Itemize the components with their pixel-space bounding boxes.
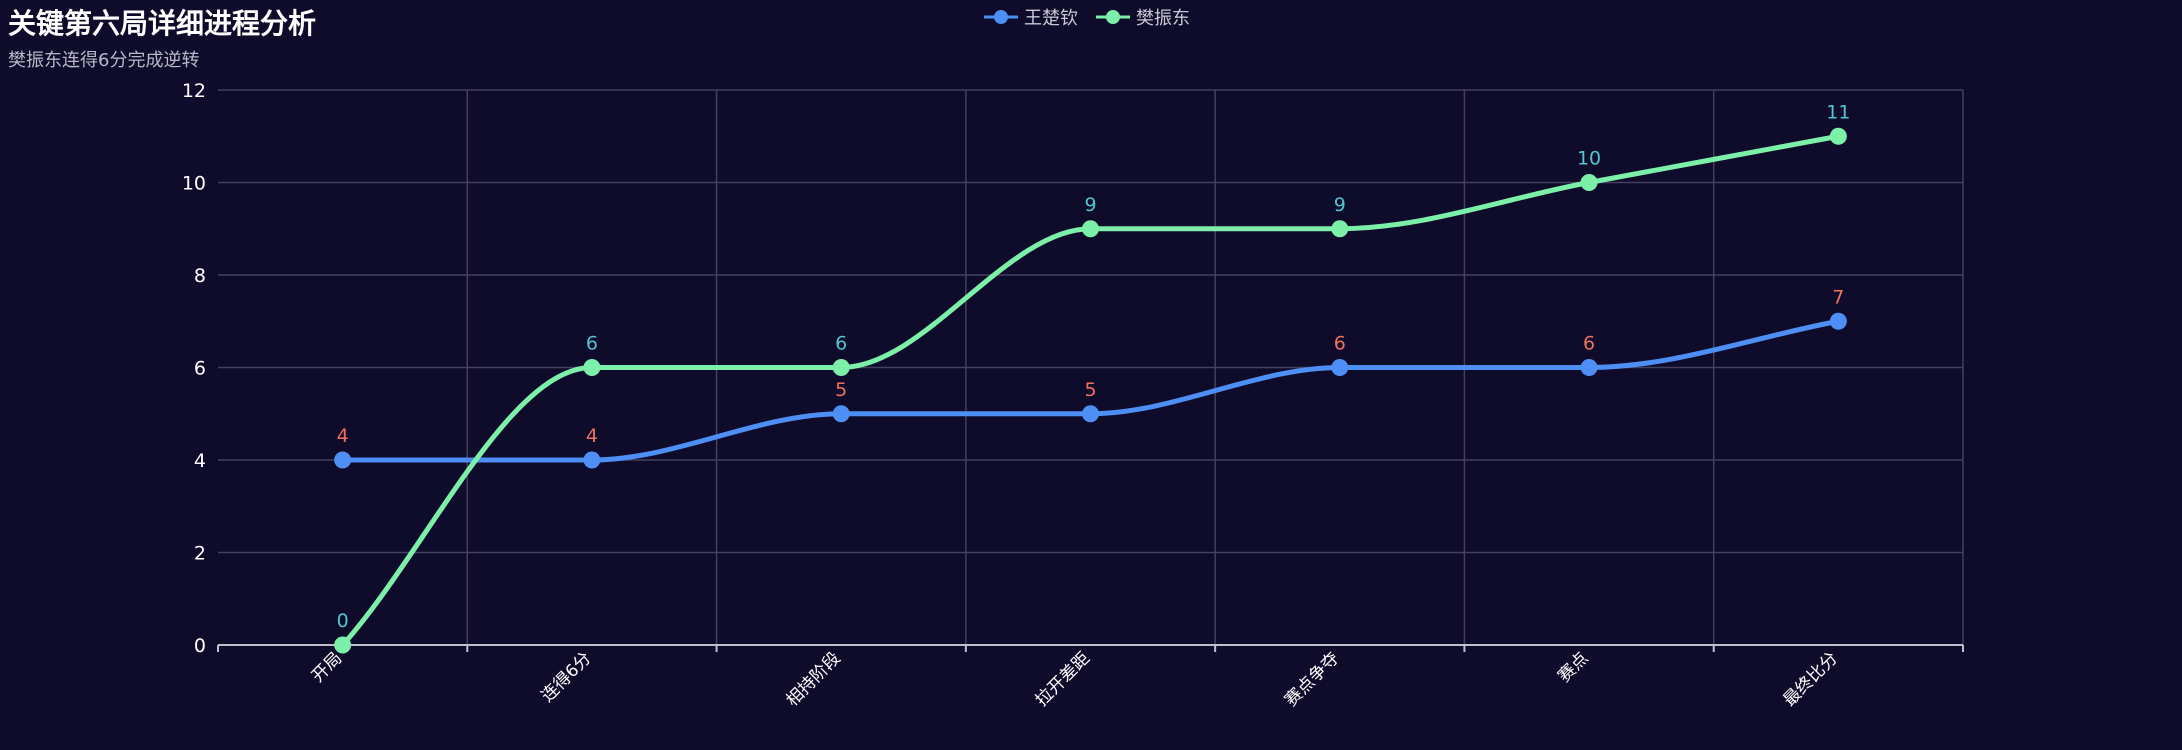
chart-title: 关键第六局详细进程分析 xyxy=(8,7,317,40)
legend-item-fanzhendong[interactable]: 樊振东 xyxy=(1096,4,1190,30)
data-label: 6 xyxy=(835,333,847,355)
y-tick-label: 6 xyxy=(194,358,206,380)
data-point[interactable] xyxy=(1829,127,1847,145)
data-point[interactable] xyxy=(1082,220,1099,238)
x-tick-label: 赛点 xyxy=(1554,648,1593,687)
x-tick-label: 赛点争夺 xyxy=(1280,648,1343,711)
y-tick-label: 12 xyxy=(182,80,206,102)
legend-label: 樊振东 xyxy=(1136,8,1190,29)
data-label: 7 xyxy=(1832,286,1844,308)
data-label: 10 xyxy=(1577,148,1601,170)
x-tick-label: 相持阶段 xyxy=(783,648,845,710)
data-point[interactable] xyxy=(1829,312,1847,330)
data-label: 11 xyxy=(1826,101,1850,123)
y-tick-label: 4 xyxy=(194,450,206,472)
y-tick-label: 10 xyxy=(182,173,206,195)
data-point[interactable] xyxy=(1331,359,1349,376)
data-point[interactable] xyxy=(1580,174,1598,191)
x-tick-label: 连得6分 xyxy=(538,648,596,706)
data-point[interactable] xyxy=(1082,405,1099,423)
data-label: 9 xyxy=(1084,194,1096,216)
y-tick-label: 0 xyxy=(194,635,206,657)
legend-marker-icon xyxy=(1096,10,1130,24)
legend: 王楚钦 樊振东 xyxy=(984,4,1190,30)
legend-marker-icon xyxy=(984,10,1018,24)
data-label: 6 xyxy=(1583,333,1595,355)
data-label: 4 xyxy=(337,425,349,447)
data-point[interactable] xyxy=(583,359,601,376)
data-point[interactable] xyxy=(583,451,601,469)
data-label: 6 xyxy=(586,333,598,355)
legend-label: 王楚钦 xyxy=(1024,8,1078,29)
data-label: 5 xyxy=(1084,379,1096,401)
data-point[interactable] xyxy=(832,359,850,376)
x-tick-label: 最终比分 xyxy=(1780,648,1842,710)
chart-subtitle: 樊振东连得6分完成逆转 xyxy=(8,50,200,71)
data-point[interactable] xyxy=(1331,220,1349,238)
y-tick-label: 2 xyxy=(194,543,206,565)
data-point[interactable] xyxy=(334,451,352,469)
data-label: 5 xyxy=(835,379,847,401)
x-tick-label: 拉开差距 xyxy=(1032,648,1094,710)
data-label: 9 xyxy=(1334,194,1346,216)
data-point[interactable] xyxy=(832,405,850,423)
data-point[interactable] xyxy=(334,636,352,654)
y-tick-label: 8 xyxy=(194,265,206,287)
data-label: 0 xyxy=(337,610,349,632)
legend-item-wangchuqin[interactable]: 王楚钦 xyxy=(984,4,1078,30)
x-tick-label: 开局 xyxy=(308,648,346,686)
data-point[interactable] xyxy=(1580,359,1598,376)
data-label: 4 xyxy=(586,425,598,447)
data-label: 6 xyxy=(1334,333,1346,355)
